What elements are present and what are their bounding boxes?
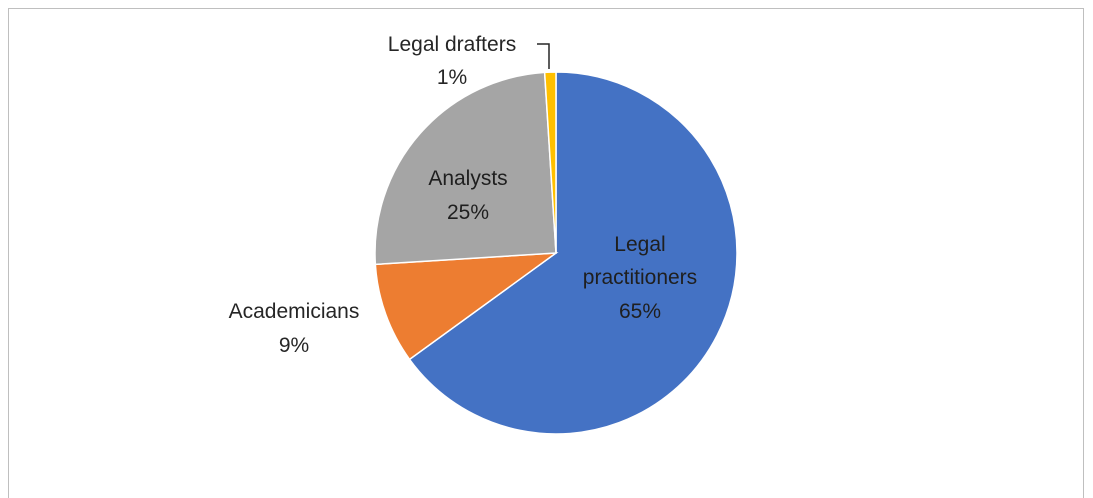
slice-label-legal-practitioners-line2: practitioners bbox=[583, 266, 697, 289]
slice-label-academicians-percent: 9% bbox=[279, 334, 309, 357]
leader-lines bbox=[537, 43, 550, 69]
slice-label-analysts-percent: 25% bbox=[447, 201, 489, 224]
pie-slice-legal-drafters bbox=[543, 71, 557, 254]
pie-slice-analysts bbox=[374, 71, 557, 266]
slice-label-academicians: Academicians bbox=[229, 300, 360, 323]
pie-slice-legal-practitioners bbox=[408, 71, 738, 435]
leader-line-legal-drafters bbox=[537, 43, 550, 69]
pie-slices bbox=[374, 71, 738, 435]
pie-slice-academicians bbox=[374, 252, 559, 361]
slice-label-legal-practitioners-percent: 65% bbox=[619, 300, 661, 323]
slice-label-legal-drafters-percent: 1% bbox=[437, 66, 467, 89]
slice-label-legal-drafters: Legal drafters bbox=[388, 33, 516, 56]
slice-label-legal-practitioners-line1: Legal bbox=[614, 233, 665, 256]
slice-label-analysts: Analysts bbox=[428, 167, 507, 190]
